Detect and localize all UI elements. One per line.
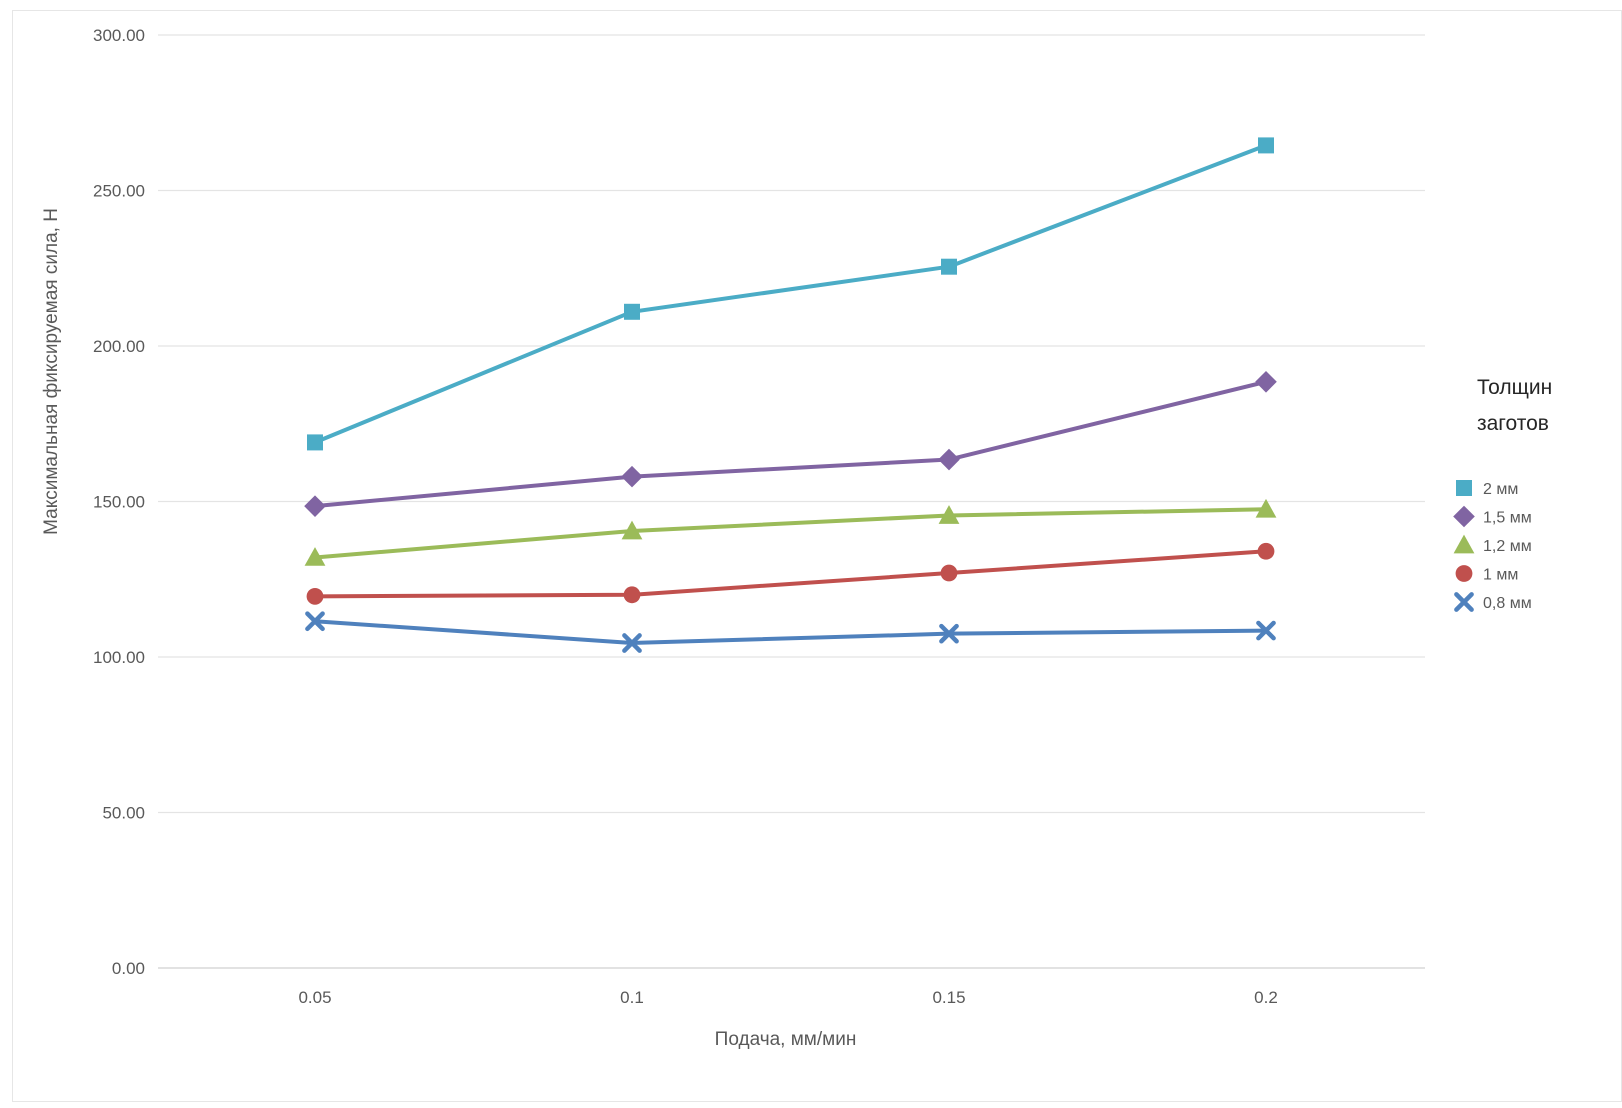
legend-item-label: 0,8 мм [1483,595,1532,612]
y-tick-label: 300.00 [93,26,145,45]
marker-square [624,303,640,320]
marker-x [305,611,325,632]
x-tick-label: 0.2 [1254,988,1278,1007]
marker-triangle [1255,498,1277,518]
legend-item: 0,8 мм [1454,592,1532,612]
legend-item: 1,5 мм [1453,505,1532,528]
series-0 [307,137,1274,451]
x-tick-label: 0.15 [932,988,965,1007]
marker-circle [306,587,324,605]
legend-item-label: 1 мм [1483,567,1518,584]
marker-triangle [621,520,643,540]
marker-square [941,258,957,275]
x-tick-label: 0.1 [620,988,644,1007]
marker-x [622,633,642,653]
legend-title-line-1: Толщин [1477,376,1552,399]
y-tick-label: 150.00 [93,493,145,512]
marker-diamond [621,465,643,488]
series-line [314,143,1267,445]
marker-diamond [1453,505,1475,528]
marker-square [1456,480,1472,496]
marker-x [1256,620,1276,641]
marker-triangle [304,547,326,566]
series-group [304,137,1277,653]
line-chart: 0.0050.00100.00150.00200.00250.00300.00 … [41,26,1552,1050]
marker-diamond [304,495,326,517]
series-line [314,507,1267,560]
legend-title-line-2: заготов [1477,412,1549,435]
marker-triangle [938,505,960,524]
series-3 [306,542,1275,605]
marker-circle [623,586,641,604]
marker-circle [1455,565,1473,582]
legend-item-label: 1,5 мм [1483,510,1532,527]
series-2 [304,498,1277,566]
series-1 [304,370,1277,517]
series-line [314,379,1267,509]
y-tick-label: 200.00 [93,337,145,356]
marker-x [939,623,959,644]
legend-item: 1,2 мм [1453,534,1532,555]
legend-item-label: 1,2 мм [1483,538,1532,555]
y-tick-label: 0.00 [112,959,145,978]
y-tick-label: 100.00 [93,648,145,667]
y-axis-label: Максимальная фиксируемая сила, Н [41,208,62,535]
series-line [314,549,1267,599]
legend-item: 2 мм [1456,480,1518,498]
marker-diamond [938,448,960,471]
y-tick-label: 50.00 [102,804,145,823]
y-axis-ticks: 0.00 50.00 100.00 150.00 200.00 250.00 300.00 [93,26,145,978]
y-tick-label: 250.00 [93,182,145,201]
legend: Толщин заготов 2 мм 1,5 мм 1,2 мм 1 мм 0,8 м… [1453,376,1552,612]
chart-frame: 0.00 50.00 100.00 150.00 200.00 250.00 300.00 … [12,10,1622,1102]
x-tick-label: 0.05 [298,988,331,1007]
x-axis-label: Подача, мм/мин [715,1029,857,1050]
series-line [314,619,1267,646]
legend-items: 2 мм 1,5 мм 1,2 мм 1 мм 0,8 мм [1453,480,1532,612]
x-axis-ticks: 0.05 0.1 0.15 0.2 [298,988,1277,1007]
marker-square [1258,137,1274,154]
legend-item: 1 мм [1455,565,1518,584]
marker-triangle [1453,534,1475,554]
marker-diamond [1255,370,1277,393]
marker-square [307,434,323,451]
legend-item-label: 2 мм [1483,481,1518,498]
marker-circle [940,564,958,582]
series-4 [305,611,1276,653]
marker-x [1454,592,1474,612]
marker-circle [1257,542,1275,560]
